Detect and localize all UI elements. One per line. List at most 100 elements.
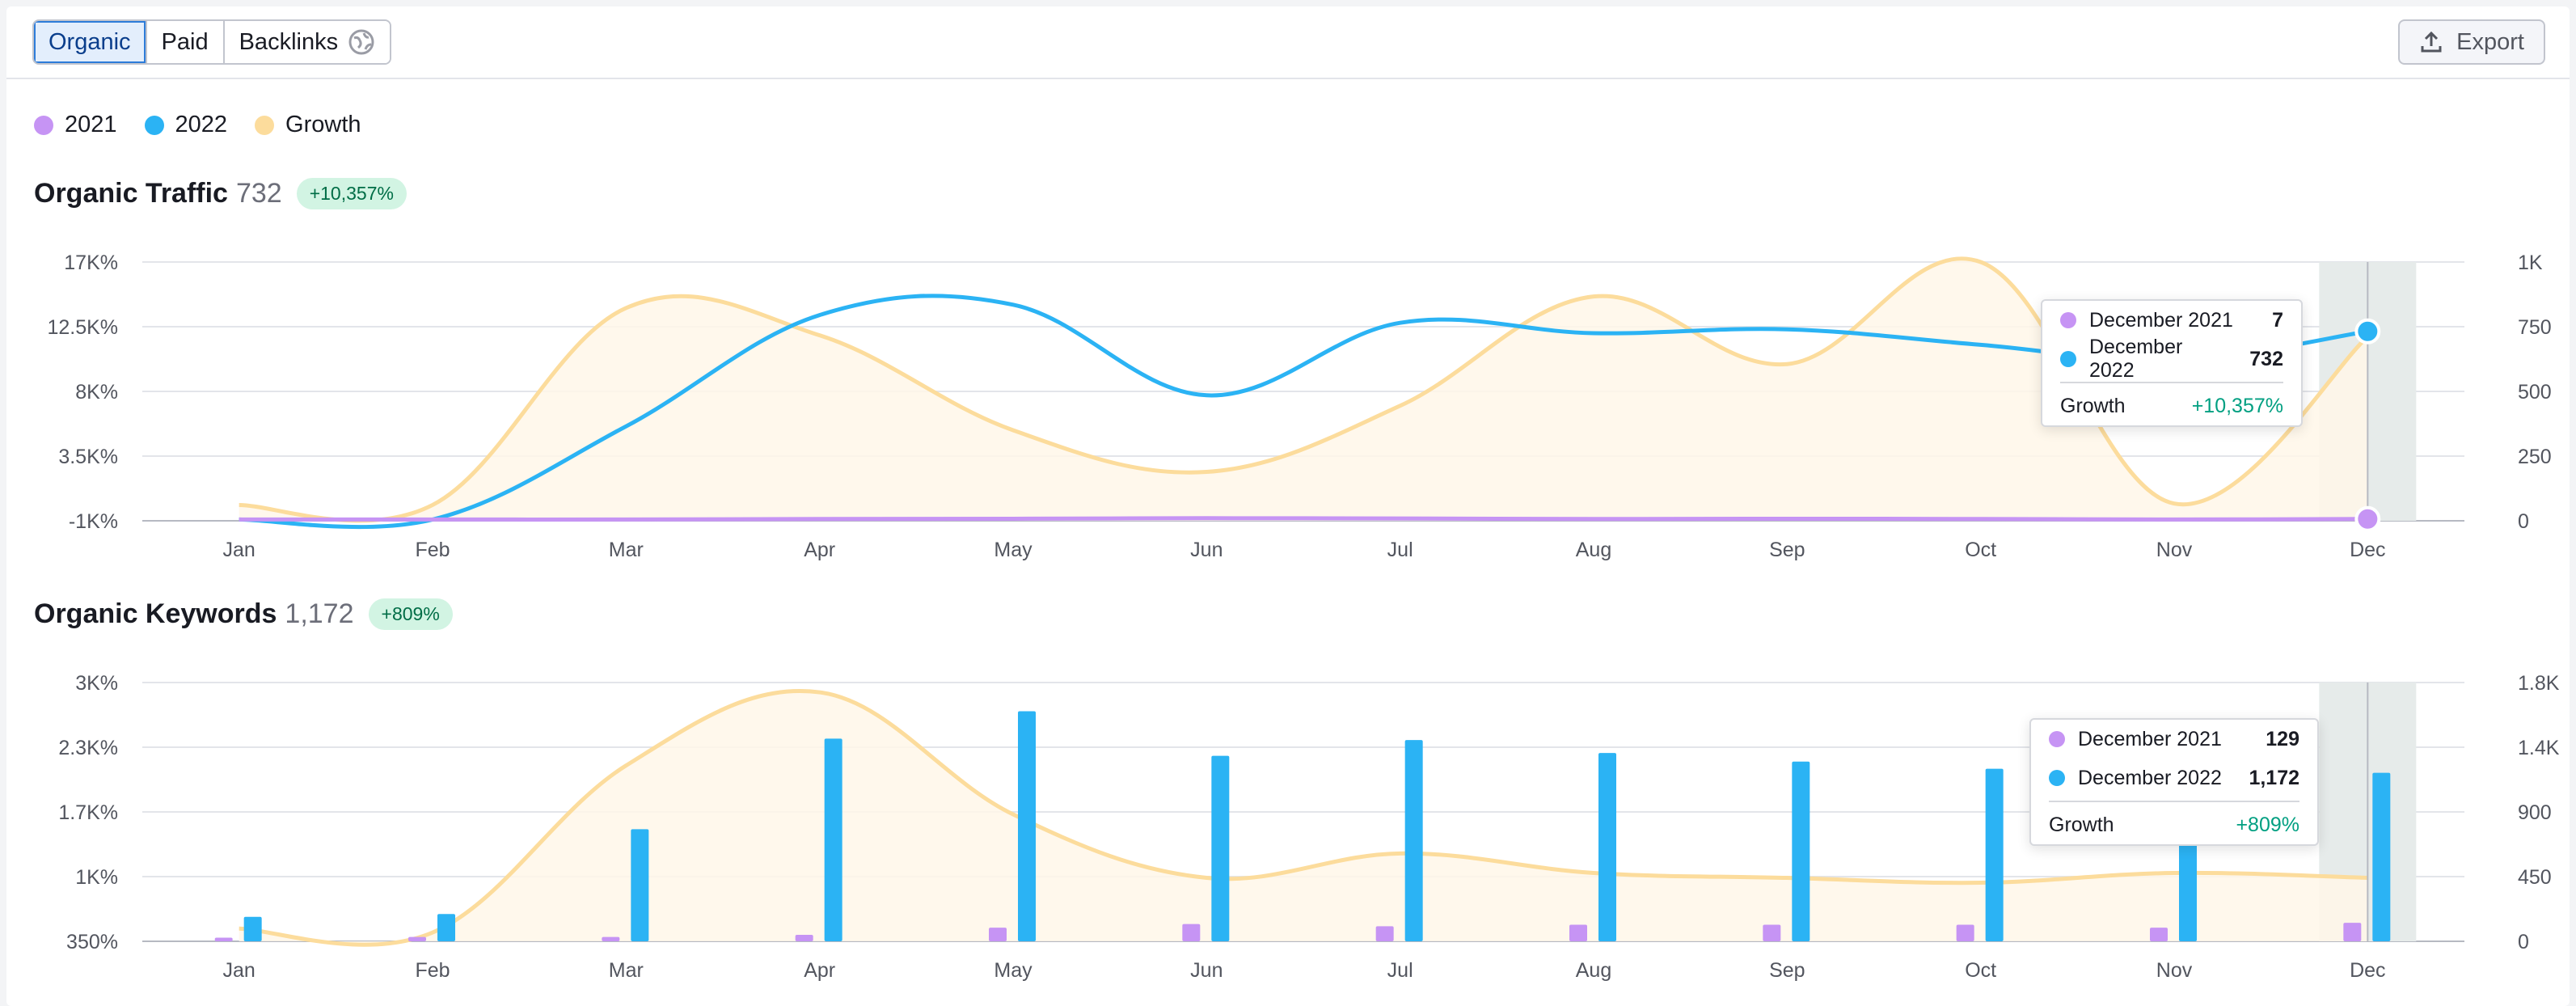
x-tick-label: Nov: [2156, 959, 2193, 982]
x-tick-label: Dec: [2350, 539, 2385, 561]
tab-backlinks[interactable]: Backlinks: [224, 21, 391, 63]
bar-2021-jan[interactable]: [214, 937, 233, 941]
left-tick-label: 3K%: [75, 672, 118, 695]
bar-2022-jan[interactable]: [243, 916, 262, 941]
x-tick-label: Feb: [415, 539, 450, 561]
traffic-header: Organic Traffic 732 +10,357%: [34, 178, 407, 209]
x-tick-label: Nov: [2156, 539, 2193, 561]
traffic-growth-badge: +10,357%: [296, 178, 407, 209]
tab-paid[interactable]: Paid: [146, 21, 225, 63]
tooltip-value: 129: [2266, 727, 2299, 750]
x-tick-label: Mar: [609, 959, 644, 982]
tooltip-divider: [2049, 801, 2299, 802]
legend-item-2022[interactable]: 2022: [144, 112, 227, 138]
organic-keywords-chart[interactable]: 3K% 1.8K 2.3K% 1.4K 1.7K% 900 1K% 450 350% 0 Jan Fe…: [6, 663, 2570, 1003]
x-tick-label: Apr: [804, 959, 835, 982]
tab-group: Organic Paid Backlinks: [32, 19, 392, 65]
legend-dot-2022: [144, 115, 164, 135]
legend-label-growth: Growth: [285, 112, 361, 137]
x-tick-label: May: [994, 959, 1033, 982]
tooltip-value: 7: [2272, 308, 2283, 332]
bar-2022-jul[interactable]: [1404, 740, 1423, 941]
upload-icon: [2421, 31, 2442, 53]
organic-traffic-chart[interactable]: 17K% 1K 12.5K% 750 8K% 500 3.5K% 250 -1K% 0 Jan Feb…: [6, 243, 2570, 566]
point-2022-dec[interactable]: [2354, 318, 2381, 344]
x-tick-label: Oct: [1965, 539, 1996, 561]
right-tick-label: 750: [2518, 316, 2552, 339]
left-tick-label: 350%: [66, 931, 118, 953]
bar-2022-aug[interactable]: [1598, 753, 1616, 941]
bar-2021-jun[interactable]: [1182, 924, 1201, 941]
tooltip-row-growth: Growth +10,357%: [2042, 387, 2301, 425]
x-tick-label: Apr: [804, 539, 835, 561]
bar-2021-mar[interactable]: [602, 936, 620, 941]
left-tick-label: -1K%: [69, 510, 118, 533]
legend-item-growth[interactable]: Growth: [255, 112, 361, 138]
chart-legend: 2021 2022 Growth: [34, 112, 389, 138]
x-tick-label: Aug: [1576, 959, 1611, 982]
x-tick-label: Feb: [415, 959, 450, 982]
legend-label-2021: 2021: [65, 112, 117, 137]
export-button[interactable]: Export: [2398, 19, 2545, 65]
keywords-title: Organic Keywords: [34, 598, 277, 629]
tooltip-row-2021: December 2021 7: [2042, 301, 2301, 340]
bar-2022-oct[interactable]: [1985, 768, 2004, 941]
x-tick-label: Jul: [1387, 539, 1413, 561]
traffic-title: Organic Traffic: [34, 178, 228, 209]
tooltip-value: 1,172: [2249, 766, 2299, 789]
bar-2022-jun[interactable]: [1211, 755, 1230, 941]
legend-item-2021[interactable]: 2021: [34, 112, 117, 138]
tab-paid-label: Paid: [161, 29, 209, 55]
bar-2021-jul[interactable]: [1375, 926, 1394, 941]
tooltip-dot-2022: [2049, 770, 2065, 786]
bar-2021-sep[interactable]: [1763, 924, 1781, 941]
series-growth-area: [239, 258, 2368, 521]
right-tick-label: 1K: [2518, 252, 2543, 274]
tooltip-row-2021: December 2021 129: [2031, 720, 2317, 759]
x-tick-label: Aug: [1576, 539, 1611, 561]
tab-organic[interactable]: Organic: [34, 21, 147, 63]
bar-2022-feb[interactable]: [437, 914, 455, 941]
keywords-growth-badge: +809%: [368, 598, 453, 630]
overview-card: Organic Paid Backlinks Export 2021: [6, 6, 2570, 1006]
tooltip-label: December 2021: [2078, 727, 2222, 750]
right-tick-label: 900: [2518, 801, 2552, 824]
series-growth-line: [239, 256, 2369, 523]
bar-2021-aug[interactable]: [1569, 924, 1587, 941]
bar-2021-nov[interactable]: [2150, 928, 2168, 941]
right-tick-label: 0: [2518, 931, 2529, 953]
tab-backlinks-label: Backlinks: [239, 29, 339, 55]
bar-2021-may[interactable]: [989, 928, 1007, 941]
x-tick-label: Jun: [1190, 959, 1223, 982]
x-tick-label: Jun: [1190, 539, 1223, 561]
tooltip-growth-value: +809%: [2236, 813, 2299, 836]
bar-2022-sep[interactable]: [1792, 761, 1810, 941]
tab-organic-label: Organic: [49, 29, 131, 55]
keywords-tooltip: December 2021 129 December 2022 1,172 Gr…: [2029, 718, 2319, 846]
toolbar: Organic Paid Backlinks Export: [6, 6, 2570, 79]
tooltip-dot-2021: [2060, 312, 2076, 328]
right-tick-label: 1.4K: [2518, 737, 2560, 759]
tooltip-row-growth: Growth +809%: [2031, 805, 2317, 844]
x-tick-label: Mar: [609, 539, 644, 561]
bar-2021-dec[interactable]: [2343, 923, 2362, 941]
bar-2022-may[interactable]: [1018, 711, 1036, 941]
point-2021-dec[interactable]: [2354, 505, 2381, 532]
tooltip-dot-2021: [2049, 731, 2065, 747]
legend-dot-growth: [255, 115, 275, 135]
bar-2022-apr[interactable]: [824, 738, 842, 941]
bar-2022-dec[interactable]: [2372, 772, 2391, 941]
export-label: Export: [2456, 28, 2524, 55]
left-tick-label: 17K%: [64, 252, 118, 274]
right-tick-label: 500: [2518, 381, 2552, 404]
tooltip-value: 732: [2249, 347, 2283, 370]
bar-2021-apr[interactable]: [795, 935, 813, 941]
x-tick-label: Dec: [2350, 959, 2385, 982]
x-tick-label: Sep: [1769, 959, 1805, 982]
bar-2022-mar[interactable]: [631, 829, 649, 941]
bar-2021-feb[interactable]: [408, 936, 426, 941]
right-tick-label: 450: [2518, 866, 2552, 889]
bar-2021-oct[interactable]: [1956, 924, 1974, 941]
x-tick-label: Jul: [1387, 959, 1413, 982]
right-tick-label: 250: [2518, 446, 2552, 468]
